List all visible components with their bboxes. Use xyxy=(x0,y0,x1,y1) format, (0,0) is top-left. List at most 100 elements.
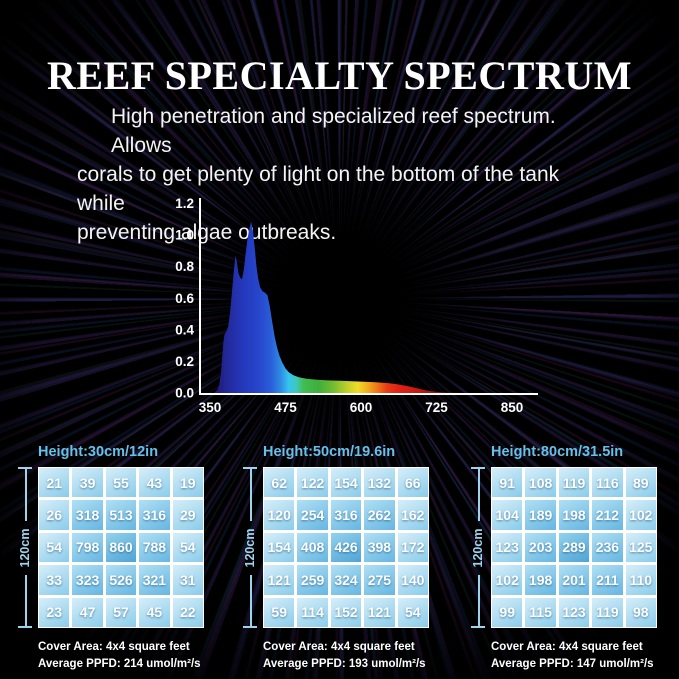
ppfd-cell: 121 xyxy=(364,597,395,627)
x-tick-label: 350 xyxy=(199,400,222,415)
ppfd-panel: Height:80cm/31.5in 120cm 91 108 119 116 89 10… xyxy=(463,444,657,673)
ppfd-panel: Height:30cm/12in 120cm 21 39 55 43 19 26 318 51… xyxy=(10,444,204,673)
spectrum-chart: 1.2 1.0 0.8 0.6 0.4 0.2 0.0 350 475 600 725 850 xyxy=(150,190,550,425)
ppfd-cell: 119 xyxy=(592,597,623,627)
dimension-line xyxy=(25,468,27,521)
panel-caption: Cover Area: 4x4 square feet Average PPFD… xyxy=(38,639,204,673)
ppfd-cell: 91 xyxy=(492,468,523,498)
ppfd-cell: 125 xyxy=(625,532,656,563)
ppfd-cell: 262 xyxy=(364,500,395,530)
dimension-label: 120cm xyxy=(18,528,32,567)
ppfd-cell: 323 xyxy=(72,565,103,595)
ppfd-cell: 324 xyxy=(330,565,362,595)
ppfd-cell: 526 xyxy=(105,565,137,595)
ppfd-cell: 162 xyxy=(397,500,428,530)
dimension-cap-bottom xyxy=(18,626,32,628)
description-line: preventing algae outbreaks. xyxy=(77,221,337,244)
ppfd-cell: 212 xyxy=(592,500,623,530)
x-tick-label: 725 xyxy=(425,400,448,415)
ppfd-cell: 408 xyxy=(297,532,328,563)
dimension-line xyxy=(478,468,480,521)
ppfd-cell: 55 xyxy=(105,468,137,498)
ppfd-cell: 254 xyxy=(297,500,328,530)
dimension-line xyxy=(478,574,480,627)
ppfd-cell: 513 xyxy=(105,500,137,530)
page-description: High penetration and specialized reef sp… xyxy=(77,102,577,247)
ppfd-cell: 798 xyxy=(72,532,103,563)
avg-ppfd-label: Average PPFD: 193 umol/m²/s xyxy=(263,658,426,670)
ppfd-cell: 172 xyxy=(397,532,428,563)
dimension-cap-bottom xyxy=(471,626,485,628)
ppfd-cell: 22 xyxy=(172,597,203,627)
x-tick-label: 850 xyxy=(501,400,524,415)
ppfd-cell: 54 xyxy=(172,532,203,563)
dimension-line xyxy=(250,574,252,627)
ppfd-cell: 26 xyxy=(39,500,70,530)
dimension-cap-bottom xyxy=(243,626,257,628)
ppfd-cell: 66 xyxy=(397,468,428,498)
ppfd-cell: 54 xyxy=(39,532,70,563)
ppfd-grid: 91 108 119 116 89 104 189 198 212 102 123 203 289 236… xyxy=(491,467,657,628)
ppfd-cell: 203 xyxy=(525,532,556,563)
ppfd-cell: 211 xyxy=(592,565,623,595)
ppfd-cell: 99 xyxy=(492,597,523,627)
dimension-line xyxy=(250,468,252,521)
height-label: Height:80cm/31.5in xyxy=(491,444,624,460)
height-label: Height:30cm/12in xyxy=(38,444,159,460)
y-tick-label: 0.4 xyxy=(175,322,194,337)
panel-body: 120cm 21 39 55 43 19 26 318 513 316 29 54 798 860 788… xyxy=(10,467,204,628)
panel-caption: Cover Area: 4x4 square feet Average PPFD… xyxy=(263,639,429,673)
ppfd-cell: 104 xyxy=(492,500,523,530)
ppfd-cell: 189 xyxy=(525,500,556,530)
ppfd-cell: 860 xyxy=(105,532,137,563)
ppfd-panel: Height:50cm/19.6in 120cm 62 122 154 132 66 12… xyxy=(235,444,429,673)
ppfd-cell: 102 xyxy=(625,500,656,530)
description-line: corals to get plenty of light on the bot… xyxy=(77,163,560,215)
ppfd-cell: 116 xyxy=(592,468,623,498)
ppfd-cell: 318 xyxy=(72,500,103,530)
ppfd-cell: 121 xyxy=(264,565,295,595)
ppfd-cell: 29 xyxy=(172,500,203,530)
x-tick-label: 475 xyxy=(274,400,297,415)
cover-area-label: Cover Area: 4x4 square feet xyxy=(263,641,415,653)
ppfd-cell: 19 xyxy=(172,468,203,498)
ppfd-cell: 398 xyxy=(364,532,395,563)
ppfd-cell: 316 xyxy=(139,500,170,530)
ppfd-cell: 140 xyxy=(397,565,428,595)
cover-area-label: Cover Area: 4x4 square feet xyxy=(491,641,643,653)
y-tick-label: 0.6 xyxy=(175,291,194,306)
ppfd-cell: 426 xyxy=(330,532,362,563)
dimension-indicator: 120cm xyxy=(10,467,38,628)
height-label: Height:50cm/19.6in xyxy=(263,444,396,460)
y-tick-label: 1.2 xyxy=(175,196,194,211)
ppfd-cell: 321 xyxy=(139,565,170,595)
panel-body: 120cm 62 122 154 132 66 120 254 316 262 162 154 408… xyxy=(235,467,429,628)
ppfd-cell: 43 xyxy=(139,468,170,498)
ppfd-cell: 23 xyxy=(39,597,70,627)
ppfd-grid: 62 122 154 132 66 120 254 316 262 162 154 408 426 398… xyxy=(263,467,429,628)
spectrum-chart-svg: 1.2 1.0 0.8 0.6 0.4 0.2 0.0 350 475 600 725 850 xyxy=(175,196,538,415)
ppfd-cell: 59 xyxy=(264,597,295,627)
ppfd-cell: 115 xyxy=(525,597,556,627)
ppfd-cell: 98 xyxy=(625,597,656,627)
ppfd-cell: 114 xyxy=(297,597,328,627)
ppfd-cell: 289 xyxy=(558,532,590,563)
ppfd-cell: 108 xyxy=(525,468,556,498)
spectrum-curve xyxy=(214,221,470,393)
avg-ppfd-label: Average PPFD: 214 umol/m²/s xyxy=(38,658,201,670)
ppfd-cell: 198 xyxy=(525,565,556,595)
ppfd-cell: 89 xyxy=(625,468,656,498)
ppfd-cell: 123 xyxy=(558,597,590,627)
page-title: REEF SPECIALTY SPECTRUM xyxy=(47,53,632,98)
ppfd-cell: 788 xyxy=(139,532,170,563)
ppfd-cell: 123 xyxy=(492,532,523,563)
ppfd-cell: 62 xyxy=(264,468,295,498)
ppfd-cell: 201 xyxy=(558,565,590,595)
ppfd-cell: 54 xyxy=(397,597,428,627)
ppfd-cell: 21 xyxy=(39,468,70,498)
ppfd-cell: 132 xyxy=(364,468,395,498)
ppfd-cell: 275 xyxy=(364,565,395,595)
ppfd-cell: 47 xyxy=(72,597,103,627)
ppfd-cell: 102 xyxy=(492,565,523,595)
